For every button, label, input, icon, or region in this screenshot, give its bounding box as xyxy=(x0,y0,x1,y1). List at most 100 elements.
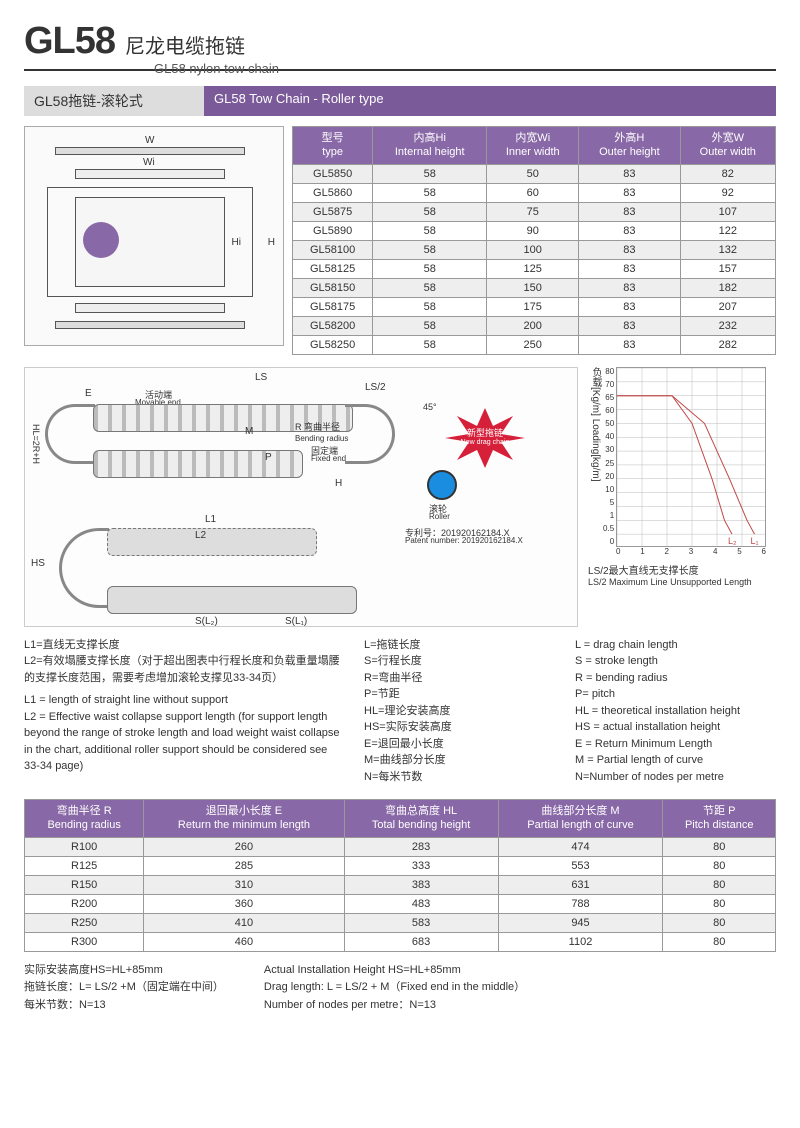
table-row: R10026028347480 xyxy=(25,837,776,856)
table-row: R20036048378880 xyxy=(25,894,776,913)
table2-wrap: 弯曲半径 RBending radius退回最小长度 EReturn the m… xyxy=(24,799,776,952)
table2-header: 弯曲半径 RBending radius xyxy=(25,800,144,838)
dim-Wi: Wi xyxy=(143,157,155,168)
angle45: 45° xyxy=(423,402,437,412)
table1-header: 内高HiInternal height xyxy=(373,127,487,165)
table-row: GL586058608392 xyxy=(293,183,776,202)
svg-text:L₂: L₂ xyxy=(728,536,737,546)
left-hook xyxy=(45,404,95,464)
title-code: GL58 xyxy=(24,20,115,63)
table-row: R25041058394580 xyxy=(25,913,776,932)
table-row: GL581005810083132 xyxy=(293,240,776,259)
dim-H: H xyxy=(268,237,275,248)
dim-W: W xyxy=(145,135,154,146)
chain-diagram: LS LS/2 E 活动端 Movable end HL=2R+H M P H … xyxy=(24,367,578,627)
dim-LS2: LS/2 xyxy=(365,382,386,393)
lower-hook xyxy=(59,528,109,608)
legend-cn: HS=实际安装高度 xyxy=(364,719,565,736)
radius-table: 弯曲半径 RBending radius退回最小长度 EReturn the m… xyxy=(24,799,776,952)
dim-HS: HS xyxy=(31,558,45,569)
legend-en: HL = theoretical installation height xyxy=(575,703,776,720)
table-row: GL581755817583207 xyxy=(293,297,776,316)
load-chart: 负载[Kg/m] Loading[kg/m] 80706560504030252… xyxy=(588,367,776,627)
starburst-text: 新型拖链 New drag chain xyxy=(450,426,520,446)
legend-cn: P=节距 xyxy=(364,686,565,703)
legend-en: HS = actual installation height xyxy=(575,719,776,736)
table2-header: 曲线部分长度 MPartial length of curve xyxy=(498,800,663,838)
table1-header: 外高HOuter height xyxy=(579,127,680,165)
bottom-notes-en: Actual Installation Height HS=HL+85mmDra… xyxy=(264,962,525,1015)
table-row: GL581255812583157 xyxy=(293,259,776,278)
chart-svg: L₁ L₂ xyxy=(616,367,766,547)
table-row: GL5890589083122 xyxy=(293,221,776,240)
table1-header: 外宽WOuter width xyxy=(680,127,775,165)
patent-en: Patent number: 201920162184.X xyxy=(405,536,523,545)
note-l2-en: L2 = Effective waist collapse support le… xyxy=(24,709,344,775)
mid-row: LS LS/2 E 活动端 Movable end HL=2R+H M P H … xyxy=(24,367,776,627)
title-en: GL58 nylon tow chain xyxy=(154,61,776,76)
dim-HL: HL=2R+H xyxy=(31,424,41,464)
table2-header: 节距 PPitch distance xyxy=(663,800,776,838)
legend-en: R = bending radius xyxy=(575,670,776,687)
notes-left: L1=直线无支撑长度 L2=有效塌腰支撑长度（对于超出图表中行程长度和负载重量塌… xyxy=(24,637,344,786)
table-row: GL585058508382 xyxy=(293,164,776,183)
top-rail xyxy=(55,147,245,155)
table1-header: 内宽WiInner width xyxy=(487,127,579,165)
chart-xlabel-cn: LS/2最大直线无支撑长度 xyxy=(588,562,776,577)
bottom-rail xyxy=(55,321,245,329)
legend-cn: S=行程长度 xyxy=(364,653,565,670)
bottom-notes: 实际安装高度HS=HL+85mm拖链长度：L= LS/2 +M（固定端在中间）每… xyxy=(24,962,776,1015)
inner-bottom xyxy=(75,303,225,313)
table-row: GL582505825083282 xyxy=(293,335,776,354)
table-row: GL582005820083232 xyxy=(293,316,776,335)
dim-H2: H xyxy=(335,478,342,489)
fixed-en: Fixed end xyxy=(311,454,346,463)
dim-SL2: S(L₂) xyxy=(195,616,218,627)
top-row: W Wi Hi H 型号type内高HiInternal height内宽WiI… xyxy=(24,126,776,355)
table1-wrap: 型号type内高HiInternal height内宽WiInner width… xyxy=(292,126,776,355)
page: GL58 尼龙电缆拖链 GL58 nylon tow chain GL58拖链-… xyxy=(0,0,800,1034)
table-row: GL5875587583107 xyxy=(293,202,776,221)
legend-terms: L=拖链长度S=行程长度R=弯曲半径P=节距HL=理论安装高度HS=实际安装高度… xyxy=(364,637,776,786)
legend-cn: M=曲线部分长度 xyxy=(364,752,565,769)
dim-SL1: S(L₁) xyxy=(285,616,307,627)
lower-chain-top xyxy=(107,528,317,556)
legend-en: M = Partial length of curve xyxy=(575,752,776,769)
table-row: R15031038363180 xyxy=(25,875,776,894)
legend-cn: HL=理论安装高度 xyxy=(364,703,565,720)
dim-P: P xyxy=(265,452,272,463)
svg-text:L₁: L₁ xyxy=(751,536,759,546)
chart-xticks: 0123456 xyxy=(616,547,766,556)
roller-en: Roller xyxy=(429,512,450,521)
logo-circle xyxy=(83,222,119,258)
note-l1-en: L1 = length of straight line without sup… xyxy=(24,692,344,709)
table2-header: 弯曲总高度 HLTotal bending height xyxy=(344,800,498,838)
table-row: R300460683110280 xyxy=(25,932,776,951)
dim-LS: LS xyxy=(255,372,267,383)
legend-cn: E=退回最小长度 xyxy=(364,736,565,753)
bending-label: R 弯曲半径Bending radius xyxy=(295,420,348,443)
chart-yticks: 80706560504030252010510.50 xyxy=(603,367,616,547)
table-row: GL581505815083182 xyxy=(293,278,776,297)
roller-icon xyxy=(427,470,457,500)
table-row: R12528533355380 xyxy=(25,856,776,875)
legend-en: N=Number of nodes per metre xyxy=(575,769,776,786)
chart-xlabel-en: LS/2 Maximum Line Unsupported Length xyxy=(588,577,776,587)
lower-chain-bottom xyxy=(107,586,357,614)
dimensions-table: 型号type内高HiInternal height内宽WiInner width… xyxy=(292,126,776,355)
title-cn: 尼龙电缆拖链 xyxy=(125,30,245,59)
legend-en: P= pitch xyxy=(575,686,776,703)
section-en: GL58 Tow Chain - Roller type xyxy=(204,86,776,116)
legend-cn: N=每米节数 xyxy=(364,769,565,786)
section-cn: GL58拖链-滚轮式 xyxy=(24,86,204,116)
inner-top xyxy=(75,169,225,179)
note-l2-cn: L2=有效塌腰支撑长度（对于超出图表中行程长度和负载重量塌腰的支撑长度范围，需要… xyxy=(24,653,344,686)
dim-M: M xyxy=(245,426,253,437)
legend-en: L = drag chain length xyxy=(575,637,776,654)
legend-cn: R=弯曲半径 xyxy=(364,670,565,687)
dim-Hi: Hi xyxy=(232,237,241,248)
legend-en: E = Return Minimum Length xyxy=(575,736,776,753)
right-hook xyxy=(345,404,395,464)
bottom-notes-cn: 实际安装高度HS=HL+85mm拖链长度：L= LS/2 +M（固定端在中间）每… xyxy=(24,962,224,1015)
dim-L2: L2 xyxy=(195,530,206,541)
